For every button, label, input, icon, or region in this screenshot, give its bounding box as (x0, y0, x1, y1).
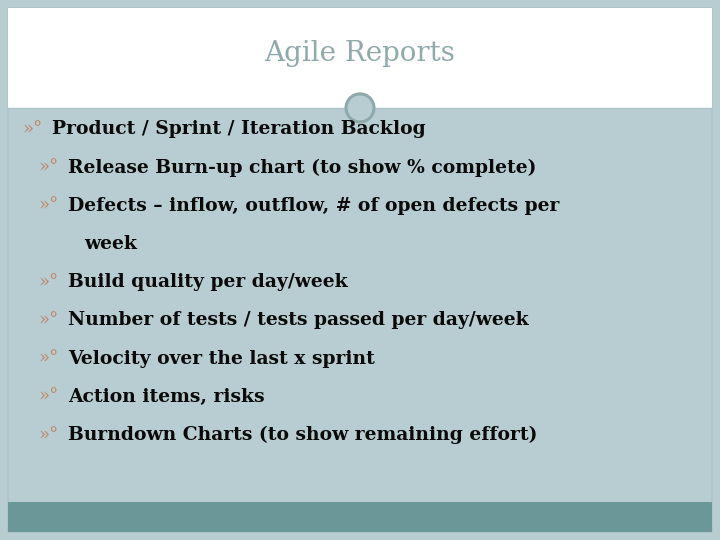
Text: Number of tests / tests passed per day/week: Number of tests / tests passed per day/w… (68, 312, 528, 329)
Text: Action items, risks: Action items, risks (68, 388, 265, 406)
Text: »°: »° (22, 120, 42, 138)
Text: Agile Reports: Agile Reports (264, 40, 456, 68)
Text: »°: »° (38, 312, 58, 329)
Text: »°: »° (38, 349, 58, 368)
Circle shape (346, 94, 374, 122)
Text: Build quality per day/week: Build quality per day/week (68, 273, 348, 291)
Text: Defects – inflow, outflow, # of open defects per: Defects – inflow, outflow, # of open def… (68, 197, 559, 215)
Text: »°: »° (38, 197, 58, 215)
Text: »°: »° (38, 388, 58, 406)
Text: »°: »° (38, 159, 58, 177)
Text: Product / Sprint / Iteration Backlog: Product / Sprint / Iteration Backlog (52, 120, 426, 138)
Text: Burndown Charts (to show remaining effort): Burndown Charts (to show remaining effor… (68, 426, 537, 444)
Text: week: week (84, 235, 137, 253)
Text: »°: »° (38, 426, 58, 444)
Bar (8, 8, 712, 108)
Text: Release Burn-up chart (to show % complete): Release Burn-up chart (to show % complet… (68, 158, 536, 177)
Text: »°: »° (38, 273, 58, 291)
Text: Velocity over the last x sprint: Velocity over the last x sprint (68, 349, 375, 368)
Bar (8, 502, 712, 532)
